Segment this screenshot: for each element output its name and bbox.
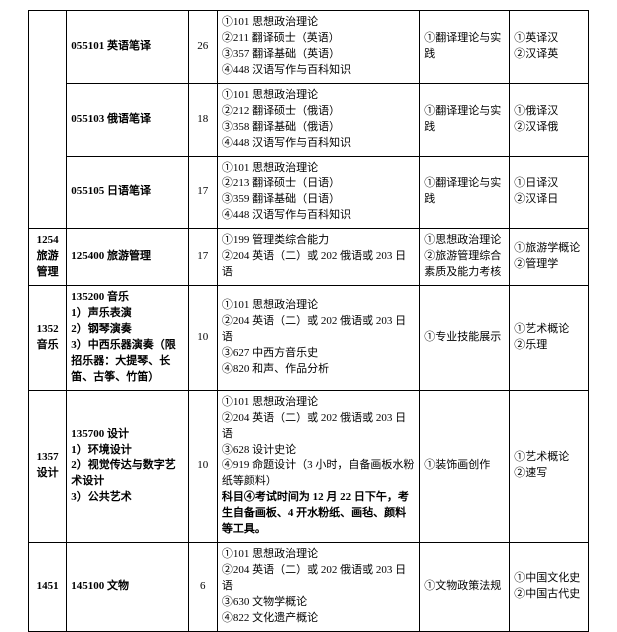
cell-quota: 17	[188, 156, 217, 229]
cell-dept: 1254旅游管理	[29, 229, 67, 286]
cell-extra: ①旅游学概论②管理学	[510, 229, 589, 286]
table-row: 1254旅游管理 125400 旅游管理 17 ①199 管理类综合能力②204…	[29, 229, 589, 286]
cell-major: 055101 英语笔译	[67, 11, 188, 84]
cell-extra: ①日译汉②汉译日	[510, 156, 589, 229]
cell-quota: 18	[188, 83, 217, 156]
cell-retest: ①装饰画创作	[420, 390, 510, 542]
cell-exam: ①101 思想政治理论②211 翻译硕士（英语）③357 翻译基础（英语）④44…	[217, 11, 419, 84]
cell-major: 135700 设计1）环境设计2）视觉传达与数字艺术设计3）公共艺术	[67, 390, 188, 542]
cell-major: 055103 俄语笔译	[67, 83, 188, 156]
table-row: 1451 145100 文物 6 ①101 思想政治理论②204 英语（二）或 …	[29, 543, 589, 632]
cell-exam: ①101 思想政治理论②204 英语（二）或 202 俄语或 203 日语③63…	[217, 543, 419, 632]
cell-retest: ①翻译理论与实践	[420, 11, 510, 84]
cell-major: 055105 日语笔译	[67, 156, 188, 229]
table-row: 1357设计 135700 设计1）环境设计2）视觉传达与数字艺术设计3）公共艺…	[29, 390, 589, 542]
cell-retest: ①文物政策法规	[420, 543, 510, 632]
cell-quota: 10	[188, 286, 217, 391]
cell-extra: ①俄译汉②汉译俄	[510, 83, 589, 156]
cell-exam: ①101 思想政治理论②204 英语（二）或 202 俄语或 203 日语③62…	[217, 286, 419, 391]
cell-retest: ①翻译理论与实践	[420, 156, 510, 229]
table-row: 1352音乐 135200 音乐1）声乐表演2）钢琴演奏3）中西乐器演奏（限招乐…	[29, 286, 589, 391]
cell-exam: ①199 管理类综合能力②204 英语（二）或 202 俄语或 203 日语	[217, 229, 419, 286]
cell-dept: 1357设计	[29, 390, 67, 542]
cell-quota: 17	[188, 229, 217, 286]
cell-major: 135200 音乐1）声乐表演2）钢琴演奏3）中西乐器演奏（限招乐器：大提琴、长…	[67, 286, 188, 391]
program-table: 055101 英语笔译 26 ①101 思想政治理论②211 翻译硕士（英语）③…	[28, 10, 589, 632]
cell-retest: ①思想政治理论②旅游管理综合素质及能力考核	[420, 229, 510, 286]
cell-retest: ①专业技能展示	[420, 286, 510, 391]
cell-quota: 10	[188, 390, 217, 542]
cell-dept: 1352音乐	[29, 286, 67, 391]
cell-extra: ①中国文化史②中国古代史	[510, 543, 589, 632]
cell-exam: ①101 思想政治理论②212 翻译硕士（俄语）③358 翻译基础（俄语）④44…	[217, 83, 419, 156]
cell-dept: 1451	[29, 543, 67, 632]
cell-quota: 6	[188, 543, 217, 632]
cell-extra: ①英译汉②汉译英	[510, 11, 589, 84]
cell-extra: ①艺术概论②速写	[510, 390, 589, 542]
cell-exam: ①101 思想政治理论②204 英语（二）或 202 俄语或 203 日语③62…	[217, 390, 419, 542]
cell-extra: ①艺术概论②乐理	[510, 286, 589, 391]
table-row: 055105 日语笔译 17 ①101 思想政治理论②213 翻译硕士（日语）③…	[29, 156, 589, 229]
table-row: 055101 英语笔译 26 ①101 思想政治理论②211 翻译硕士（英语）③…	[29, 11, 589, 84]
cell-retest: ①翻译理论与实践	[420, 83, 510, 156]
cell-dept	[29, 11, 67, 229]
cell-major: 125400 旅游管理	[67, 229, 188, 286]
cell-exam: ①101 思想政治理论②213 翻译硕士（日语）③359 翻译基础（日语）④44…	[217, 156, 419, 229]
cell-quota: 26	[188, 11, 217, 84]
cell-major: 145100 文物	[67, 543, 188, 632]
table-row: 055103 俄语笔译 18 ①101 思想政治理论②212 翻译硕士（俄语）③…	[29, 83, 589, 156]
